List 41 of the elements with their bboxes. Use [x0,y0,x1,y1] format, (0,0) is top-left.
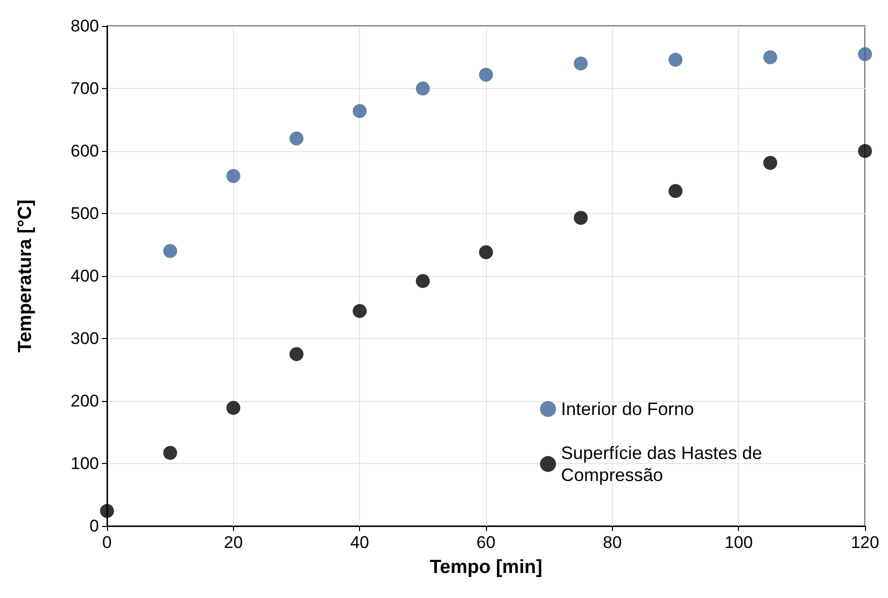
x-tick-label: 0 [102,533,112,552]
y-tick-label: 200 [70,392,99,410]
point [763,50,778,64]
point [226,400,240,415]
point [858,47,872,62]
point [290,347,304,362]
x-tick-label: 120 [850,533,880,552]
point [479,245,493,260]
y-tick-label: 500 [70,204,99,223]
y-tick-label: 600 [70,142,99,160]
legend-label: Superfície das Hastes de Compressão [561,443,768,485]
y-tick-label: 0 [90,516,99,536]
x-tick-label: 60 [476,533,496,552]
y-tick-label: 100 [70,454,99,473]
point [763,156,778,170]
point [100,504,114,518]
y-tick-label: 300 [70,329,99,348]
x-tick-label: 40 [350,533,370,552]
x-tick-label: 20 [224,533,243,552]
x-tick-label: 100 [724,533,753,552]
point [858,144,872,158]
y-tick-label: 400 [70,266,99,286]
y-tick-label: 800 [70,16,99,36]
legend-label: Interior do Forno [561,399,694,419]
point [668,52,682,67]
point [163,446,178,460]
y-axis-title: Temperatura [°C] [15,200,36,352]
point [668,184,682,198]
point [352,104,367,118]
y-tick-label: 700 [70,79,99,98]
point [574,56,588,70]
point [352,304,367,318]
point [574,210,588,225]
x-tick-label: 80 [602,533,622,552]
point [226,169,240,183]
point [416,82,430,96]
x-axis-title: Tempo [min] [430,557,542,578]
point [479,68,493,82]
point [416,274,430,288]
point [163,244,178,258]
point [290,132,304,146]
